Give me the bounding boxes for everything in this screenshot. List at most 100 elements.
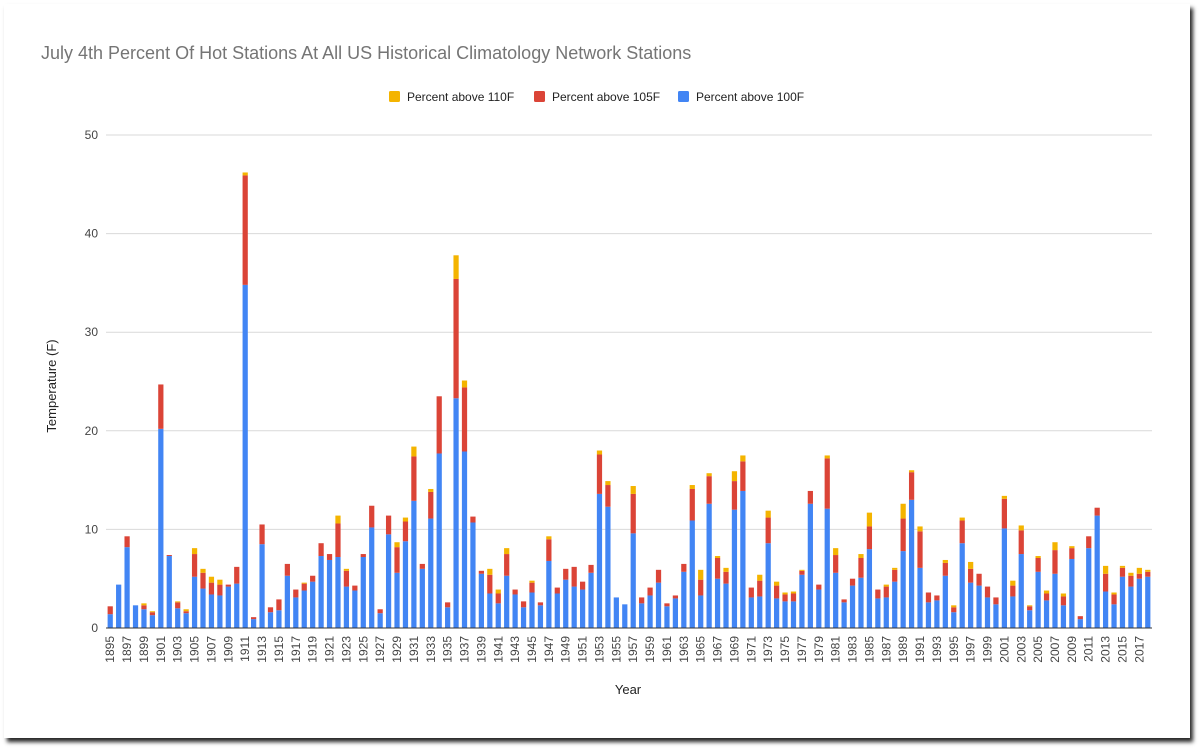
x-tick-label: 1963 <box>677 636 691 663</box>
bar-segment-above-105f <box>799 570 805 575</box>
x-tick-label: 1957 <box>626 636 640 663</box>
bar-segment-above-105f <box>563 568 569 580</box>
bar-segment-above-100f <box>681 571 687 628</box>
bar-segment-above-105f <box>706 476 712 504</box>
bar-segment-above-100f <box>664 606 670 628</box>
bar-segment-above-110f <box>1128 572 1134 576</box>
bar-segment-above-100f <box>419 568 425 628</box>
x-tick-label: 1943 <box>508 636 522 663</box>
bar-segment-above-105f <box>782 594 788 602</box>
bar-segment-above-100f <box>1077 619 1083 628</box>
bar-segment-above-110f <box>1069 546 1075 549</box>
bar-segment-above-100f <box>369 527 375 628</box>
bar-segment-above-100f <box>774 598 780 628</box>
bar-segment-above-110f <box>706 473 712 477</box>
bar-segment-above-110f <box>504 548 510 555</box>
bar-segment-above-100f <box>478 573 484 628</box>
bar-segment-above-100f <box>731 509 738 628</box>
x-tick-label: 1923 <box>339 636 353 663</box>
bar-segment-above-105f <box>968 568 974 583</box>
chart-frame: July 4th Percent Of Hot Stations At All … <box>4 4 1190 738</box>
x-tick-label: 1981 <box>829 636 843 663</box>
y-tick-label: 0 <box>91 621 98 635</box>
bar-segment-above-110f <box>335 515 341 524</box>
bar-segment-above-105f <box>470 516 476 523</box>
bar-segment-above-110f <box>1119 565 1126 568</box>
bar-segment-above-105f <box>251 617 257 620</box>
bar-segment-above-100f <box>546 560 552 628</box>
bar-segment-above-110f <box>149 611 156 613</box>
bar-segment-above-105f <box>1111 594 1117 605</box>
x-tick-label: 1999 <box>981 636 995 663</box>
bar-segment-above-100f <box>799 574 805 628</box>
bar-segment-above-105f <box>596 454 603 494</box>
x-tick-label: 1939 <box>474 636 488 663</box>
bar-segment-above-105f <box>824 458 830 509</box>
bar-segment-above-100f <box>588 572 594 628</box>
bar-segment-above-110f <box>892 567 898 570</box>
bar-segment-above-105f <box>1043 593 1050 601</box>
bar-segment-above-100f <box>360 557 366 628</box>
bar-segment-above-110f <box>942 559 948 563</box>
bar-segment-above-100f <box>605 506 611 628</box>
bar-segment-above-100f <box>655 582 662 628</box>
legend-label: Percent above 105F <box>552 90 660 104</box>
bar-segment-above-105f <box>318 543 324 557</box>
bar-segment-above-100f <box>301 590 307 628</box>
bar-segment-above-110f <box>740 455 746 462</box>
bar-segment-above-110f <box>866 512 873 527</box>
bar-segment-above-100f <box>326 559 333 628</box>
bar-segment-above-105f <box>672 595 679 599</box>
x-tick-label: 1951 <box>576 636 590 663</box>
bar-segment-above-100f <box>175 608 181 628</box>
bar-segment-above-110f <box>461 380 468 388</box>
bar-segment-above-105f <box>352 585 358 591</box>
bar-segment-above-100f <box>343 586 350 628</box>
bar-segment-above-110f <box>824 455 830 459</box>
bar-segment-above-105f <box>765 517 771 544</box>
bar-segment-above-100f <box>116 584 122 628</box>
x-tick-label: 1995 <box>947 636 961 663</box>
bar-segment-above-105f <box>579 581 586 590</box>
bar-segment-above-105f <box>841 599 847 603</box>
bar-segment-above-110f <box>1018 525 1024 531</box>
bar-segment-above-105f <box>1027 606 1033 611</box>
bar-segment-above-100f <box>217 595 223 628</box>
x-tick-label: 1991 <box>913 636 927 663</box>
bar-segment-above-105f <box>149 612 156 616</box>
bar-segment-above-100f <box>225 586 231 628</box>
bar-segment-above-105f <box>141 605 147 610</box>
x-tick-label: 1913 <box>255 636 269 663</box>
bar-segment-above-110f <box>1102 565 1109 574</box>
bar-segment-above-105f <box>234 566 240 584</box>
bar-segment-above-100f <box>917 567 923 628</box>
bar-segment-above-110f <box>858 554 864 558</box>
bar-segment-above-105f <box>1094 507 1100 516</box>
legend: Percent above 110F Percent above 105F Perc… <box>389 90 804 104</box>
bar-segment-above-105f <box>217 584 223 596</box>
bar-segment-above-100f <box>942 575 948 628</box>
bar-segment-above-105f <box>461 387 468 452</box>
bar-segment-above-105f <box>816 584 822 590</box>
bar-segment-above-100f <box>267 612 274 628</box>
bar-segment-above-110f <box>714 556 721 558</box>
x-tick-label: 1977 <box>795 636 809 663</box>
y-tick-label: 10 <box>85 522 99 536</box>
bar-segment-above-105f <box>934 595 940 601</box>
bar-segment-above-100f <box>1035 571 1041 628</box>
bar-segment-above-105f <box>951 607 957 613</box>
x-tick-label: 1899 <box>137 636 151 663</box>
bar-segment-above-105f <box>546 539 552 561</box>
bar-segment-above-105f <box>326 554 333 560</box>
bar-segment-above-100f <box>554 593 560 628</box>
bar-segment-above-100f <box>630 533 636 628</box>
bar-segment-above-110f <box>630 486 636 494</box>
bar-segment-above-100f <box>1001 528 1007 628</box>
bar-segment-above-105f <box>757 580 763 597</box>
bar-segment-above-100f <box>866 549 873 628</box>
x-tick-label: 1947 <box>542 636 556 663</box>
bar-segment-above-105f <box>284 563 290 576</box>
bar-segment-above-100f <box>892 581 898 628</box>
bar-segment-above-110f <box>799 569 805 571</box>
bar-segment-above-105f <box>124 536 130 548</box>
